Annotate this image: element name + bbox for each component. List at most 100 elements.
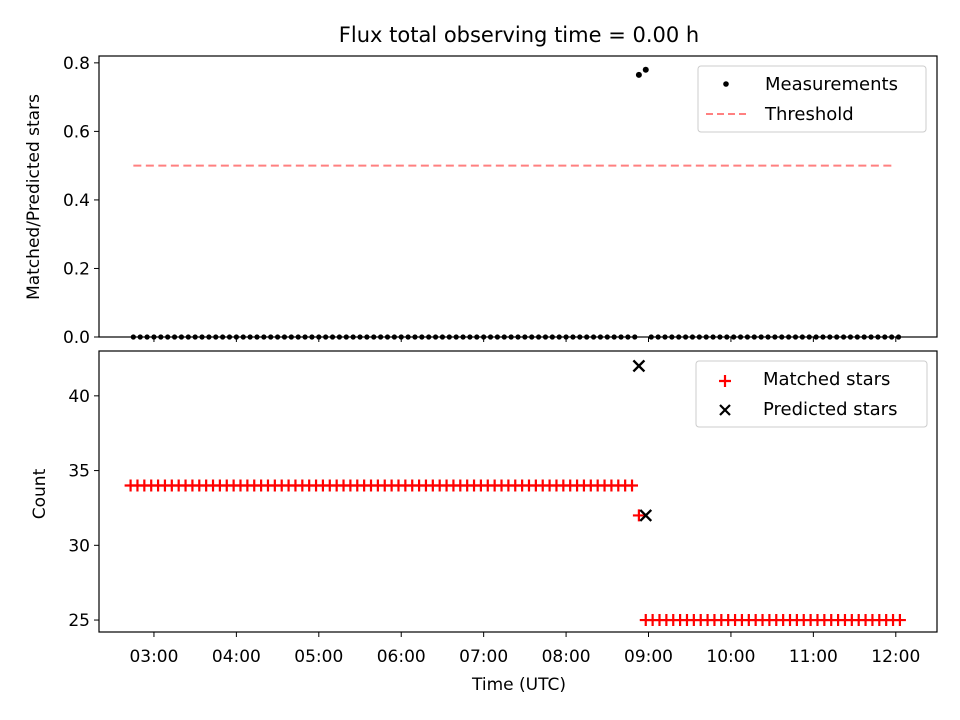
measurement-point	[405, 334, 411, 340]
measurement-point	[384, 334, 391, 340]
x-tick-label: 11:00	[789, 647, 838, 667]
measurement-point	[213, 334, 219, 340]
measurement-point	[799, 334, 805, 340]
measurement-point	[247, 334, 253, 340]
measurement-point	[731, 334, 737, 340]
series-top	[130, 66, 902, 340]
measurement-point	[655, 334, 661, 340]
chart-title: Flux total observing time = 0.00 h	[339, 23, 699, 47]
measurement-point	[889, 334, 895, 340]
measurement-point	[412, 334, 418, 340]
measurement-point	[398, 334, 404, 340]
measurement-point	[151, 334, 157, 340]
measurement-point	[316, 334, 322, 340]
measurement-point	[357, 334, 363, 340]
measurement-point	[309, 334, 315, 340]
measurement-point	[635, 71, 642, 78]
y-tick-label: 0.6	[63, 122, 90, 142]
predicted-star-point	[632, 359, 646, 373]
measurement-point	[494, 334, 500, 340]
measurement-point	[875, 334, 881, 340]
x-tick-label: 03:00	[129, 647, 178, 667]
x-tick-label: 05:00	[294, 647, 343, 667]
measurement-point	[371, 334, 377, 340]
legend-marker-predicted	[719, 404, 731, 416]
measurement-point	[724, 334, 730, 340]
measurement-point	[206, 334, 212, 340]
measurement-point	[432, 334, 439, 340]
measurement-point	[648, 334, 654, 340]
legend-label-predicted: Predicted stars	[763, 399, 897, 420]
measurement-point	[669, 334, 675, 340]
legend-label-matched: Matched stars	[763, 369, 890, 390]
y-tick-label: 0.4	[63, 191, 90, 211]
y-tick-label: 0.8	[63, 54, 90, 74]
legend-box-bottom	[695, 360, 928, 428]
measurement-point	[676, 334, 682, 340]
legend-label-threshold: Threshold	[764, 104, 854, 125]
measurement-point	[772, 334, 778, 340]
measurement-point	[501, 334, 507, 340]
measurement-point	[130, 334, 136, 340]
measurement-point	[165, 334, 171, 340]
y-axis-label-bottom: Count	[30, 468, 50, 519]
x-axis-label: Time (UTC)	[471, 675, 566, 695]
measurement-point	[542, 334, 549, 340]
measurement-point	[577, 334, 583, 340]
measurement-point	[813, 334, 819, 340]
measurement-point	[295, 334, 301, 340]
measurement-point	[597, 334, 604, 340]
measurement-point	[696, 334, 702, 340]
measurement-point	[765, 334, 771, 340]
measurement-point	[779, 334, 785, 340]
measurement-point	[481, 334, 487, 340]
measurement-point	[240, 334, 246, 340]
x-tick-label: 09:00	[624, 647, 673, 667]
y-tick-label: 0.0	[63, 328, 90, 348]
measurement-point	[861, 334, 867, 340]
measurement-point	[895, 334, 902, 340]
x-tick-label: 12:00	[871, 647, 920, 667]
measurement-point	[137, 334, 143, 340]
measurement-point	[737, 334, 744, 340]
measurement-point	[343, 334, 349, 340]
measurement-point	[758, 334, 764, 340]
measurement-point	[329, 334, 336, 340]
measurement-point	[882, 334, 888, 340]
x-tick-label: 04:00	[212, 647, 261, 667]
measurement-point	[274, 334, 281, 340]
measurement-point	[563, 334, 569, 340]
measurement-point	[144, 334, 150, 340]
legend-marker-measurements	[723, 81, 729, 87]
series-bottom	[124, 359, 906, 627]
measurement-point	[847, 334, 854, 340]
panel-count: Count Time (UTC) 25 30 35 40 03:00 04:00 05:0…	[30, 350, 938, 695]
measurement-point	[178, 334, 185, 340]
measurement-point	[302, 334, 308, 340]
y-axis-label-top: Matched/Predicted stars	[24, 94, 44, 300]
measurement-point	[556, 334, 562, 340]
measurement-point	[288, 334, 294, 340]
measurement-point	[611, 334, 617, 340]
measurement-point	[618, 334, 624, 340]
measurement-point	[199, 334, 205, 340]
measurement-point	[453, 334, 459, 340]
measurement-point	[460, 334, 466, 340]
matched-star-point	[626, 479, 639, 492]
measurement-point	[632, 334, 638, 340]
legend-label-measurements: Measurements	[765, 74, 898, 95]
measurement-point	[570, 334, 576, 340]
y-axis-top: 0.0 0.2 0.4 0.6 0.8	[63, 54, 99, 348]
measurement-point	[158, 334, 164, 340]
measurement-point	[192, 334, 198, 340]
predicted-star-point	[639, 509, 653, 522]
measurement-point	[467, 334, 473, 340]
legend-box-top	[697, 65, 927, 133]
measurement-point	[508, 334, 514, 340]
measurement-point	[268, 334, 274, 340]
measurement-point	[171, 334, 178, 340]
measurement-point	[261, 334, 267, 340]
measurement-point	[703, 334, 709, 340]
matched-star-point	[632, 509, 645, 522]
measurement-point	[840, 334, 847, 340]
